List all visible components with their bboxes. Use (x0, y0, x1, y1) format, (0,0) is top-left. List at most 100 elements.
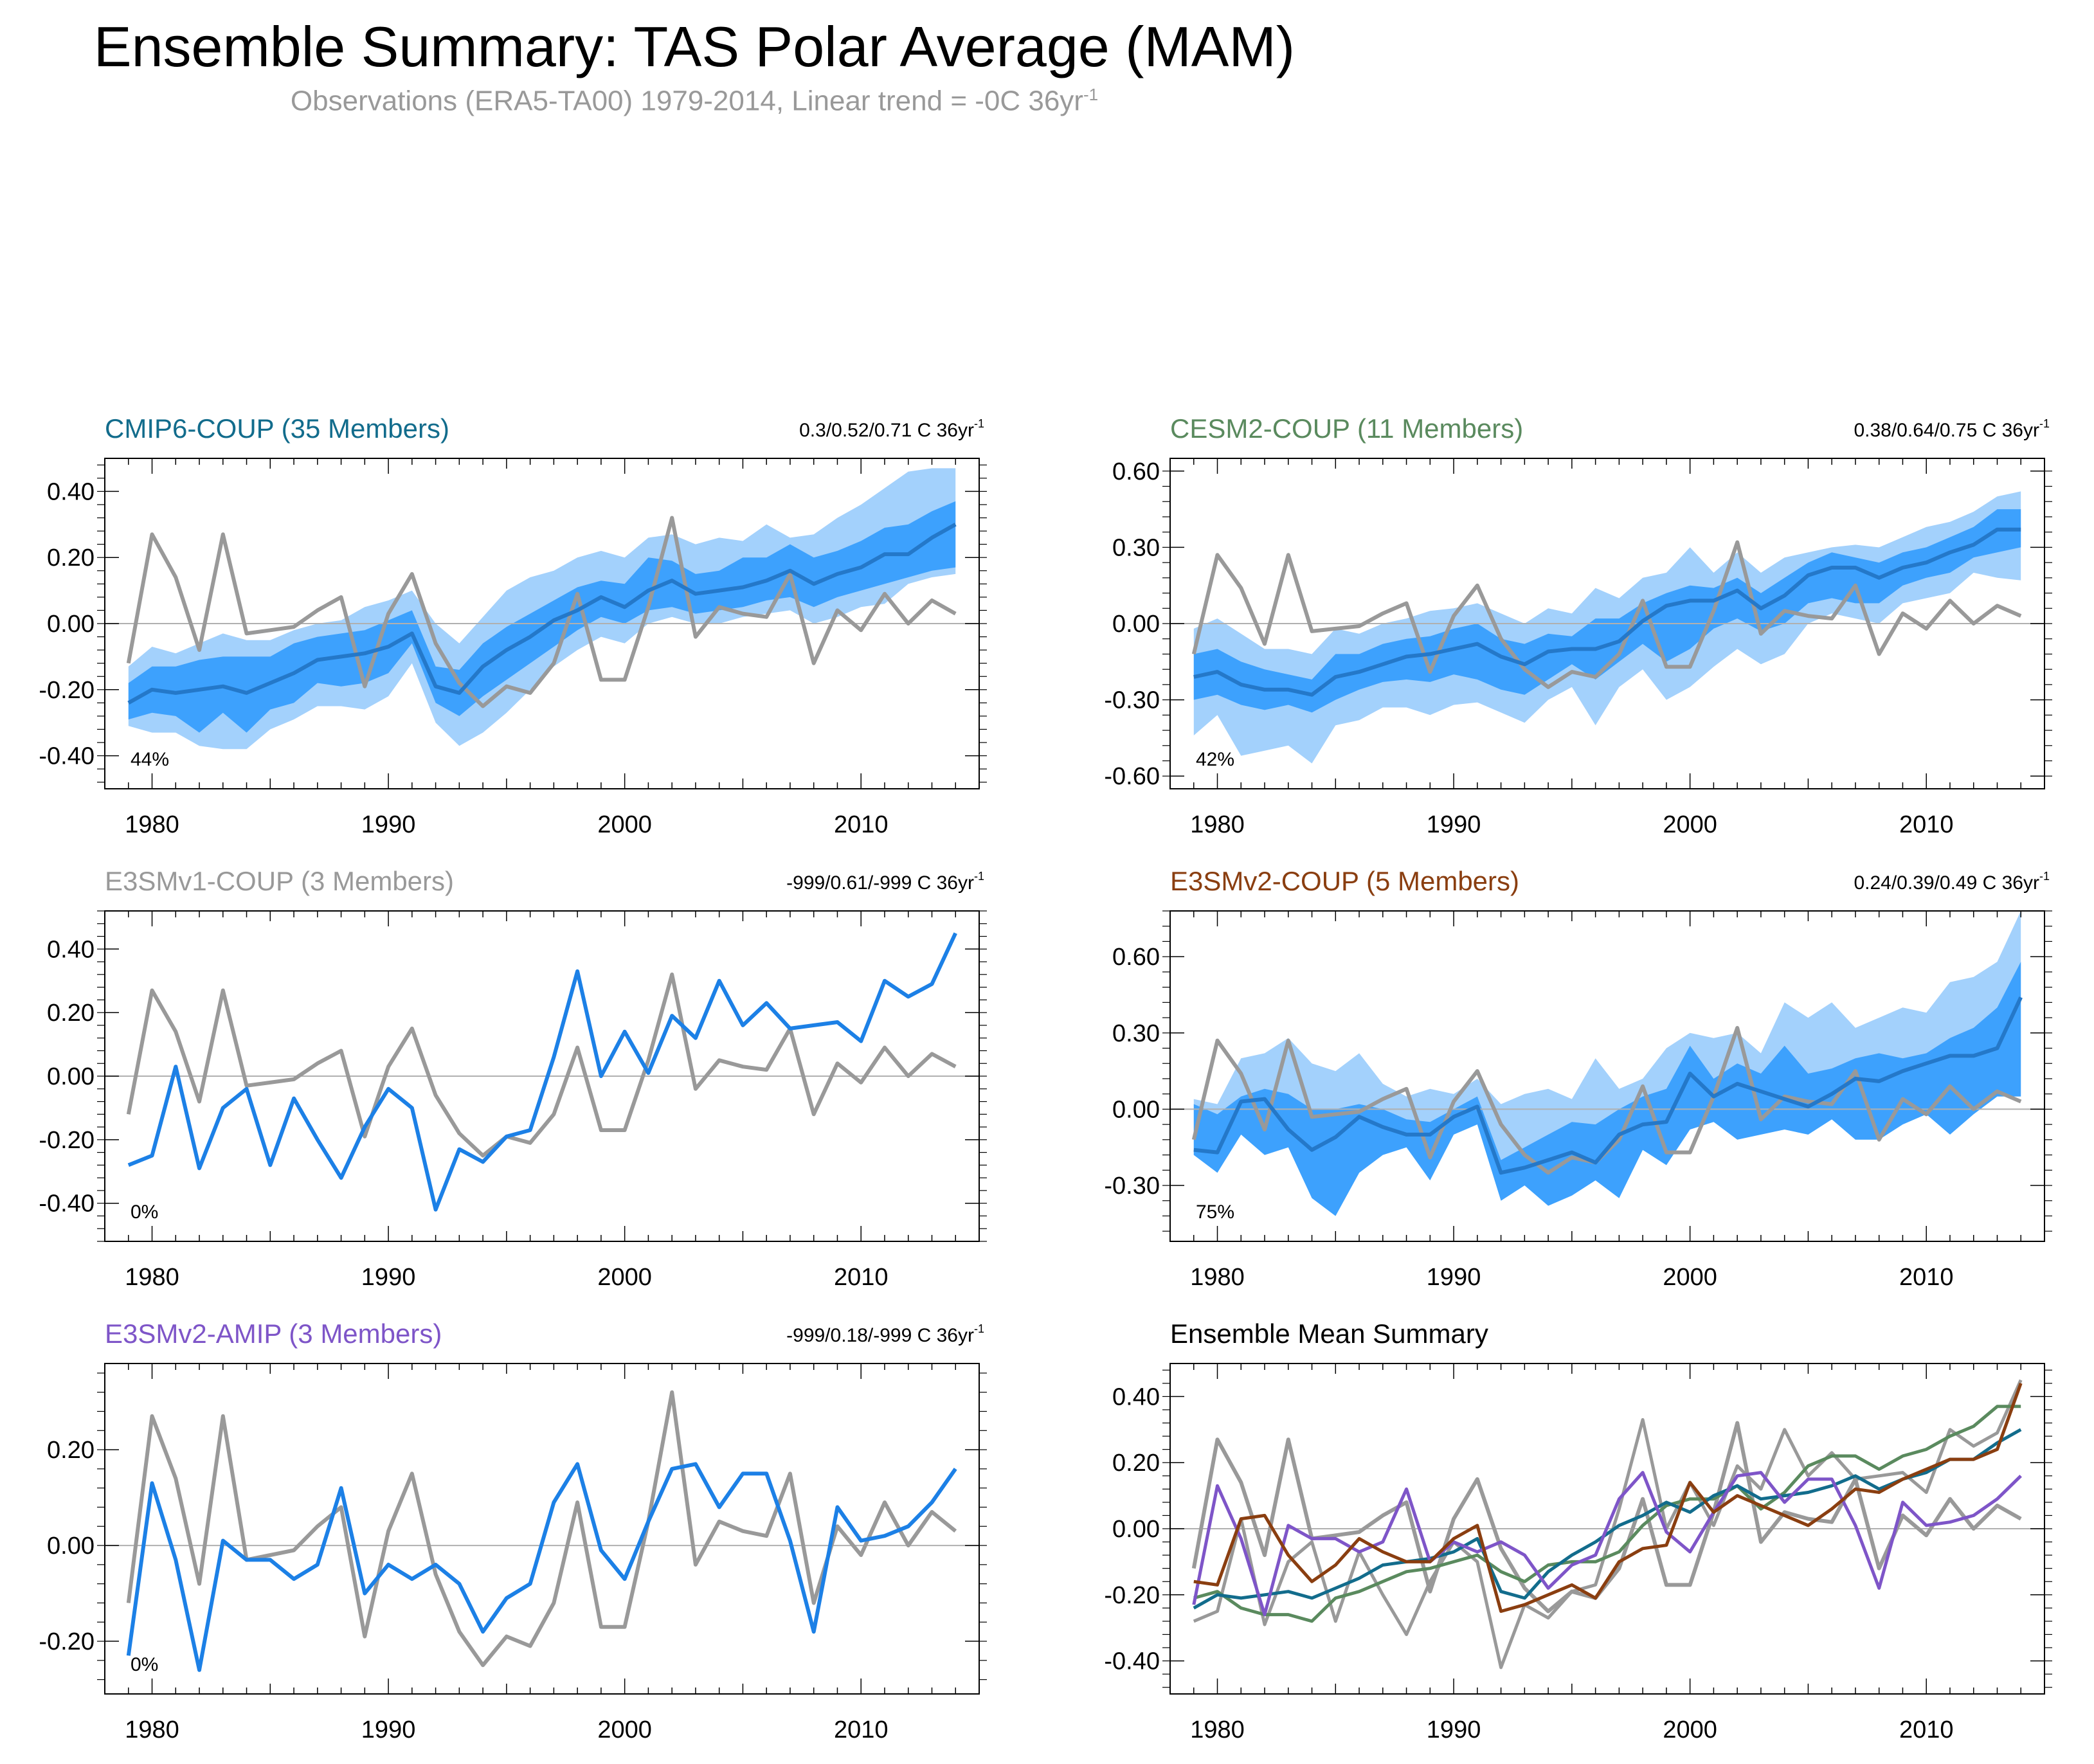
y-tick-label: -0.20 (39, 677, 95, 704)
model-mean-line (126, 1462, 957, 1672)
panel-e3smv2-amip: 1980 1990 2000 2010 -0.20 0.00 0.20 E3SMv2-AMIP… (39, 1318, 987, 1743)
panel-title: CESM2-COUP (11 Members) (1170, 413, 1523, 444)
trend-text: 0.24/0.39/0.49 C 36yr (1854, 872, 2039, 894)
observations-line (126, 1390, 957, 1668)
x-tick-label: 1980 (1190, 811, 1245, 838)
trend-label: 0.24/0.39/0.49 C 36yr-1 (1854, 870, 2050, 894)
y-tick-label: -0.20 (39, 1127, 95, 1154)
inner-range-band (1193, 509, 2021, 713)
y-tick-label: 0.20 (1112, 1450, 1160, 1477)
subtitle-superscript: -1 (1083, 85, 1099, 104)
x-tick-label: 2000 (1663, 1264, 1717, 1291)
x-tick-label: 2000 (1663, 1716, 1717, 1743)
y-tick-label: -0.40 (1104, 1648, 1160, 1675)
x-tick-label: 2000 (1663, 811, 1717, 838)
inner-range-band (1193, 962, 2021, 1216)
x-tick-label: 1990 (1427, 1264, 1481, 1291)
y-tick-label: 0.00 (1112, 1516, 1160, 1543)
trend-text: -999/0.61/-999 C 36yr (786, 872, 974, 894)
ensemble-mean-line-1 (1193, 1379, 2023, 1670)
y-tick-label: 0.60 (1112, 458, 1160, 485)
panel-title: E3SMv1-COUP (3 Members) (105, 866, 454, 896)
trend-superscript: -1 (974, 417, 984, 430)
x-tick-label: 2010 (1899, 811, 1954, 838)
y-tick-label: 0.40 (1112, 1383, 1160, 1410)
ensemble-mean-line-5 (1193, 1382, 2023, 1613)
panel-ensemble-mean-summary: 1980 1990 2000 2010 -0.40 -0.20 0.00 0.20 0.40 En… (1104, 1318, 2052, 1743)
y-tick-label: 0.00 (47, 1533, 95, 1560)
y-tick-label: 0.30 (1112, 1020, 1160, 1047)
percent-label: 0% (131, 1654, 158, 1675)
x-tick-label: 2000 (597, 811, 652, 838)
y-tick-label: -0.30 (1104, 1173, 1160, 1200)
model-mean-line (127, 523, 957, 705)
x-tick-label: 1980 (125, 1264, 179, 1291)
trend-superscript: -1 (2039, 870, 2050, 883)
page-subtitle: Observations (ERA5-TA00) 1979-2014, Line… (0, 85, 1389, 118)
plot-frame (104, 1363, 980, 1695)
model-mean-line (127, 932, 957, 1212)
y-tick-label: 0.20 (47, 544, 95, 572)
x-tick-label: 2010 (834, 1716, 889, 1743)
x-tick-label: 2000 (597, 1264, 652, 1291)
trend-text: -999/0.18/-999 C 36yr (786, 1325, 974, 1346)
trend-label: -999/0.61/-999 C 36yr-1 (786, 870, 984, 894)
y-tick-label: 0.00 (47, 1063, 95, 1090)
y-tick-label: 0.00 (1112, 611, 1160, 638)
trend-label: -999/0.18/-999 C 36yr-1 (786, 1322, 984, 1346)
x-tick-label: 1980 (125, 811, 179, 838)
trend-label: 0.3/0.52/0.71 C 36yr-1 (799, 417, 984, 441)
plot-frame (1169, 910, 2045, 1242)
x-tick-label: 1990 (1427, 811, 1481, 838)
x-tick-label: 1990 (361, 811, 416, 838)
page-title: Ensemble Summary: TAS Polar Average (MAM… (93, 15, 1295, 78)
ensemble-mean-line-3 (1193, 1428, 2022, 1610)
observations-line (1191, 1421, 2022, 1614)
percent-label: 42% (1196, 749, 1234, 770)
x-tick-label: 2010 (1899, 1264, 1954, 1291)
x-tick-label: 2000 (597, 1716, 652, 1743)
trend-text: 0.3/0.52/0.71 C 36yr (799, 420, 974, 441)
y-tick-label: 0.30 (1112, 534, 1160, 561)
panel-title: E3SMv2-COUP (5 Members) (1170, 866, 1519, 896)
panel-title: CMIP6-COUP (35 Members) (105, 413, 449, 444)
model-mean-line (1193, 996, 2023, 1175)
panel-e3smv2-coup: 1980 1990 2000 2010 -0.30 0.00 0.30 0.60 E3SMv2-… (1104, 866, 2052, 1291)
x-tick-label: 1980 (1190, 1264, 1245, 1291)
panel-cmip6-coup: 1980 1990 2000 2010 -0.40 -0.20 0.00 0.20 0.40 CM… (39, 413, 987, 838)
ensemble-mean-line-2 (1193, 1405, 2021, 1623)
y-tick-label: -0.20 (39, 1628, 95, 1655)
trend-superscript: -1 (974, 1322, 984, 1335)
trend-label: 0.38/0.64/0.75 C 36yr-1 (1854, 417, 2050, 441)
trend-superscript: -1 (2039, 417, 2050, 430)
y-tick-label: 0.20 (47, 1000, 95, 1027)
percent-label: 44% (131, 749, 169, 770)
model-mean-line (1193, 527, 2021, 697)
x-tick-label: 1990 (361, 1716, 416, 1743)
y-tick-label: 0.20 (47, 1437, 95, 1464)
panel-cesm2-coup: 1980 1990 2000 2010 -0.60 -0.30 0.00 0.30 0.60 CE… (1104, 413, 2052, 838)
y-tick-label: 0.60 (1112, 944, 1160, 971)
x-tick-label: 2010 (1899, 1716, 1954, 1743)
y-tick-label: -0.30 (1104, 687, 1160, 714)
x-tick-label: 1980 (1190, 1716, 1245, 1743)
observations-line (1191, 540, 2022, 689)
percent-label: 0% (131, 1202, 158, 1223)
x-tick-label: 1980 (125, 1716, 179, 1743)
x-tick-label: 1990 (1427, 1716, 1481, 1743)
y-tick-label: 0.00 (47, 611, 95, 638)
y-tick-label: 0.00 (1112, 1096, 1160, 1123)
trend-superscript: -1 (974, 870, 984, 883)
panel-e3smv1-coup: 1980 1990 2000 2010 -0.40 -0.20 0.00 0.20 0.40 E3… (39, 866, 987, 1291)
y-tick-label: -0.20 (1104, 1582, 1160, 1609)
inner-range-band (128, 501, 956, 733)
y-tick-label: 0.40 (47, 478, 95, 505)
ensemble-mean-line-4 (1192, 1471, 2022, 1617)
y-tick-label: -0.40 (39, 743, 95, 770)
panel-title: E3SMv2-AMIP (3 Members) (105, 1318, 442, 1349)
x-tick-label: 1990 (361, 1264, 416, 1291)
observations-line (126, 516, 957, 708)
panel-title: Ensemble Mean Summary (1170, 1318, 1488, 1349)
y-tick-label: -0.40 (39, 1191, 95, 1218)
